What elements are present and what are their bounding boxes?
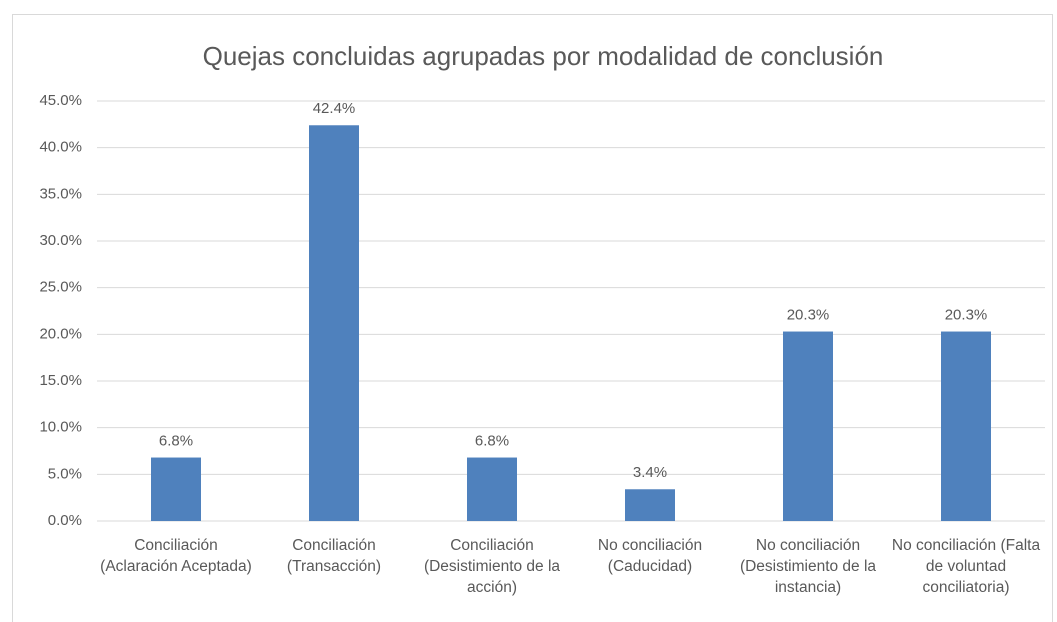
y-tick-label: 40.0% — [39, 139, 82, 156]
chart-title: Quejas concluidas agrupadas por modalida… — [203, 41, 884, 71]
bar — [783, 331, 833, 521]
y-tick-label: 35.0% — [39, 185, 82, 202]
y-tick-label: 45.0% — [39, 92, 82, 109]
bar — [309, 125, 359, 522]
y-tick-label: 5.0% — [48, 465, 82, 482]
y-tick-label: 15.0% — [39, 372, 82, 389]
x-tick-label: No conciliación (Caducidad) — [597, 537, 703, 575]
x-tick-label-box: No conciliación (Desistimiento de la ins… — [739, 537, 877, 596]
data-label: 6.8% — [475, 433, 509, 450]
y-tick-label: 25.0% — [39, 279, 82, 296]
data-label: 20.3% — [787, 307, 830, 324]
x-tick-label: Conciliación (Transacción) — [286, 537, 382, 575]
x-tick-label: Conciliación (Desistimiento de la acción… — [423, 537, 561, 596]
x-tick-label-box: Conciliación (Transacción) — [286, 537, 382, 575]
x-tick-label: No conciliación (Falta de voluntad conci… — [891, 537, 1041, 596]
chart-frame — [12, 14, 1053, 622]
x-tick-label-box: Conciliación (Desistimiento de la acción… — [423, 537, 561, 596]
bar — [941, 331, 991, 521]
y-tick-label: 30.0% — [39, 232, 82, 249]
bar — [625, 489, 675, 521]
x-tick-label-box: Conciliación (Aclaración Aceptada) — [100, 537, 252, 575]
x-tick-label-box: No conciliación (Falta de voluntad conci… — [891, 537, 1041, 596]
bar — [151, 457, 201, 521]
x-tick-label-box: No conciliación (Caducidad) — [597, 537, 703, 575]
data-label: 20.3% — [945, 307, 988, 324]
bar — [467, 457, 517, 521]
data-label: 3.4% — [633, 464, 667, 481]
y-tick-label: 20.0% — [39, 325, 82, 342]
y-tick-label: 0.0% — [48, 512, 82, 529]
data-label: 6.8% — [159, 433, 193, 450]
x-tick-label: Conciliación (Aclaración Aceptada) — [100, 537, 252, 575]
y-tick-label: 10.0% — [39, 419, 82, 436]
x-tick-label: No conciliación (Desistimiento de la ins… — [739, 537, 877, 596]
data-label: 42.4% — [313, 100, 356, 117]
